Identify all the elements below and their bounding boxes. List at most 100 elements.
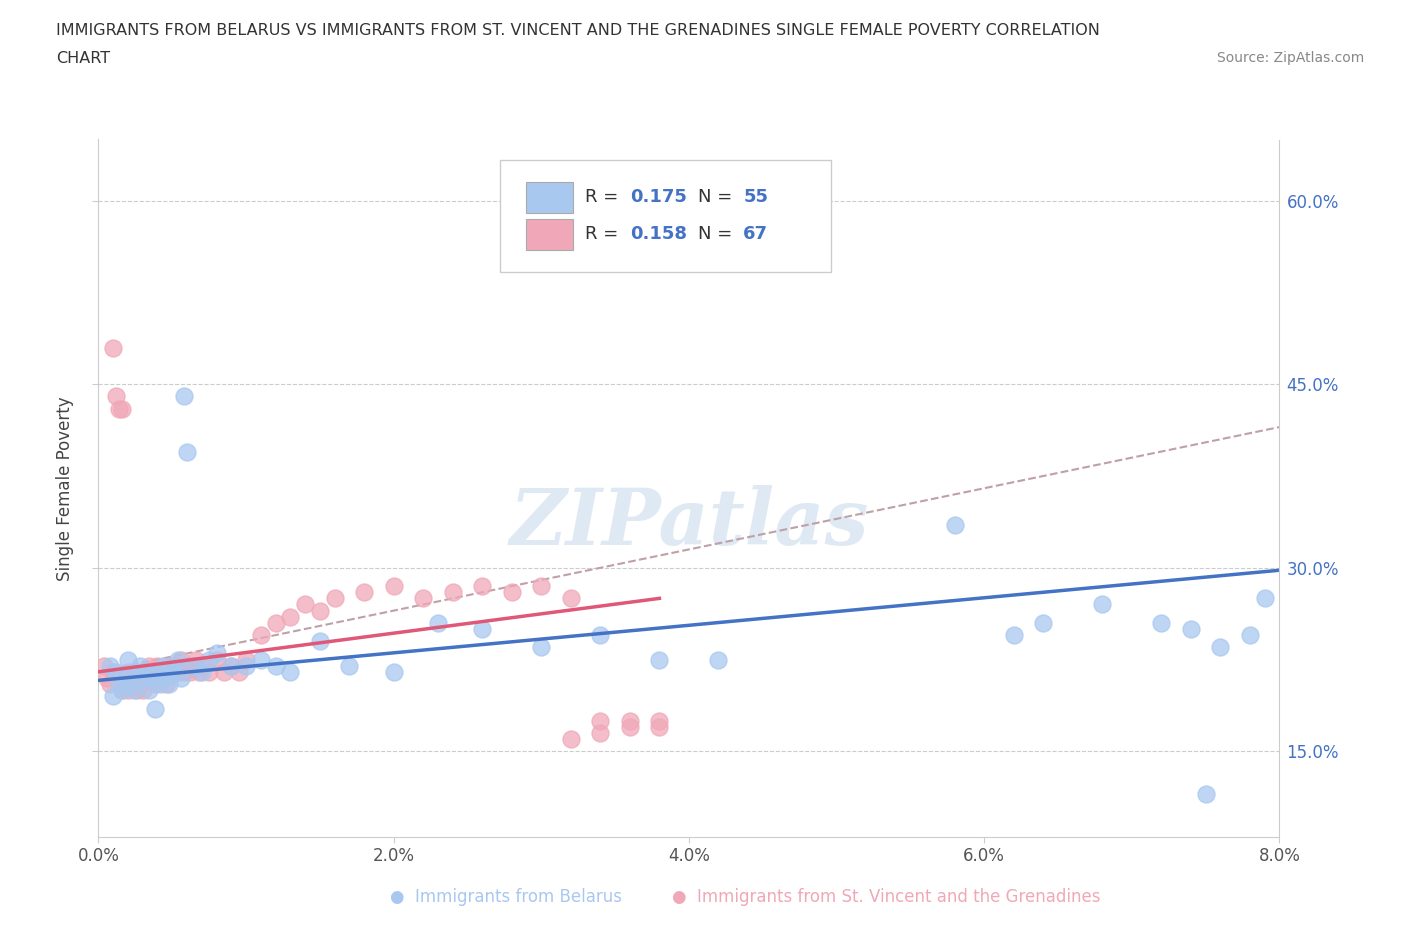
- Point: [198, 664, 221, 679]
- Point: [125, 671, 148, 685]
- Point: [103, 664, 125, 679]
- Point: [93, 658, 115, 673]
- Point: [135, 664, 157, 679]
- Point: [162, 664, 183, 679]
- Point: [120, 677, 142, 692]
- Point: [560, 732, 582, 747]
- FancyBboxPatch shape: [501, 161, 831, 272]
- Point: [167, 652, 190, 667]
- FancyBboxPatch shape: [526, 182, 574, 213]
- Text: N =: N =: [699, 225, 738, 244]
- Point: [337, 658, 360, 673]
- Point: [1239, 628, 1261, 643]
- Point: [146, 664, 169, 679]
- Point: [250, 652, 273, 667]
- Point: [157, 658, 180, 673]
- Point: [228, 664, 250, 679]
- Point: [173, 664, 195, 679]
- Point: [235, 658, 257, 673]
- Point: [187, 664, 209, 679]
- Point: [250, 628, 273, 643]
- Point: [111, 401, 134, 416]
- Point: [353, 585, 375, 600]
- Point: [170, 652, 193, 667]
- Point: [530, 578, 553, 593]
- Point: [132, 671, 155, 685]
- Point: [155, 671, 177, 685]
- Point: [323, 591, 346, 605]
- Point: [1194, 787, 1216, 802]
- Point: [1091, 597, 1114, 612]
- Point: [471, 578, 494, 593]
- Point: [98, 658, 121, 673]
- Text: 0.175: 0.175: [630, 189, 686, 206]
- Point: [426, 616, 449, 631]
- Point: [308, 604, 332, 618]
- Point: [117, 652, 139, 667]
- Point: [441, 585, 464, 600]
- Point: [138, 658, 160, 673]
- Point: [382, 664, 405, 679]
- Point: [471, 621, 494, 636]
- Point: [162, 658, 183, 673]
- Point: [205, 646, 228, 661]
- Point: [191, 658, 214, 673]
- Point: [149, 671, 172, 685]
- Point: [212, 664, 235, 679]
- Point: [1180, 621, 1202, 636]
- Point: [170, 671, 193, 685]
- Point: [589, 713, 612, 728]
- Text: N =: N =: [699, 189, 738, 206]
- Point: [183, 658, 205, 673]
- Point: [205, 652, 228, 667]
- Point: [128, 677, 150, 692]
- Point: [105, 664, 128, 679]
- Point: [308, 633, 332, 648]
- Text: Source: ZipAtlas.com: Source: ZipAtlas.com: [1216, 51, 1364, 65]
- Point: [128, 658, 150, 673]
- Point: [143, 664, 166, 679]
- FancyBboxPatch shape: [526, 219, 574, 250]
- Point: [648, 720, 671, 735]
- Point: [141, 671, 163, 685]
- Point: [264, 658, 287, 673]
- Point: [105, 389, 128, 404]
- Text: IMMIGRANTS FROM BELARUS VS IMMIGRANTS FROM ST. VINCENT AND THE GRENADINES SINGLE: IMMIGRANTS FROM BELARUS VS IMMIGRANTS FR…: [56, 23, 1099, 38]
- Text: ZIPatlas: ZIPatlas: [509, 485, 869, 562]
- Point: [219, 658, 242, 673]
- Point: [98, 677, 121, 692]
- Point: [1209, 640, 1232, 655]
- Text: 67: 67: [744, 225, 768, 244]
- Point: [143, 701, 166, 716]
- Point: [191, 664, 214, 679]
- Point: [294, 597, 316, 612]
- Point: [501, 585, 523, 600]
- Point: [120, 677, 142, 692]
- Point: [96, 671, 118, 685]
- Point: [152, 658, 174, 673]
- Text: ●  Immigrants from Belarus: ● Immigrants from Belarus: [389, 888, 623, 907]
- Point: [117, 683, 139, 698]
- Point: [278, 609, 302, 624]
- Point: [235, 652, 257, 667]
- Point: [278, 664, 302, 679]
- Point: [619, 720, 641, 735]
- Point: [167, 664, 190, 679]
- Point: [135, 664, 157, 679]
- Text: R =: R =: [585, 189, 624, 206]
- Point: [114, 671, 136, 685]
- Point: [1002, 628, 1025, 643]
- Point: [264, 616, 287, 631]
- Point: [648, 652, 671, 667]
- Point: [155, 677, 177, 692]
- Point: [114, 671, 136, 685]
- Point: [589, 725, 612, 740]
- Point: [165, 664, 187, 679]
- Point: [530, 640, 553, 655]
- Point: [108, 401, 131, 416]
- Text: 0.158: 0.158: [630, 225, 688, 244]
- Point: [143, 677, 166, 692]
- Point: [111, 683, 134, 698]
- Point: [1254, 591, 1277, 605]
- Text: R =: R =: [585, 225, 624, 244]
